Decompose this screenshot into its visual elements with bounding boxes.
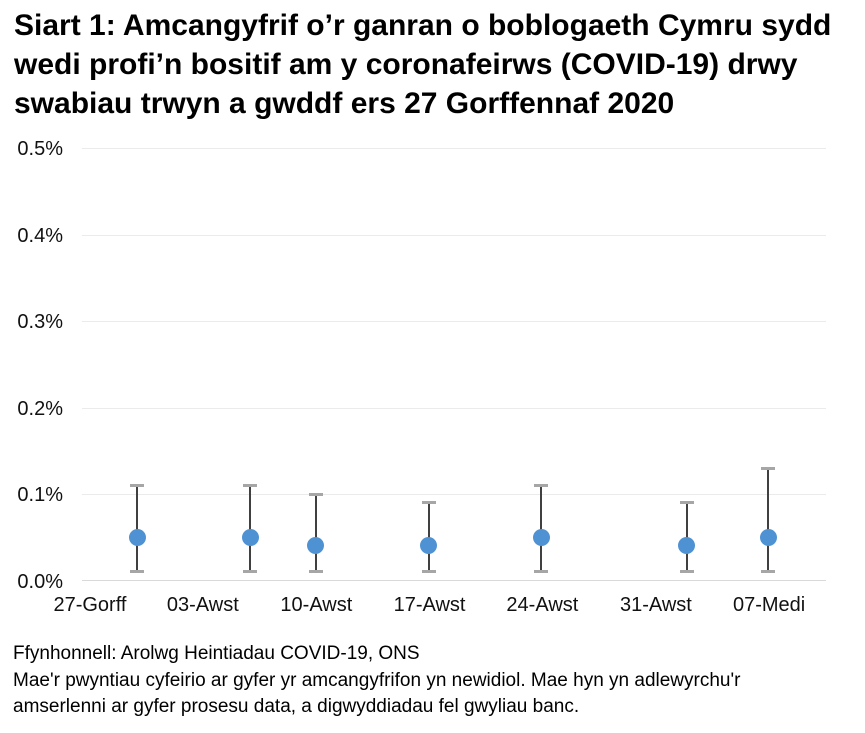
data-point-27-Gorff: [128, 528, 146, 546]
chart-title: Siart 1: Amcangyfrif o’r ganran o boblog…: [14, 6, 862, 123]
plot-area: [82, 148, 826, 581]
error-bar-cap-top: [130, 483, 145, 487]
y-tick-label: 0.1%: [17, 484, 63, 506]
x-tick-label: 27-Gorff: [53, 594, 127, 616]
chart-footer: Ffynhonnell: Arolwg Heintiadau COVID-19,…: [13, 641, 853, 721]
error-bar-stem: [314, 494, 317, 572]
footnote-line-2: amserlenni ar gyfer prosesu data, a digw…: [13, 696, 580, 717]
error-bar-cap-bottom: [130, 570, 145, 574]
data-point-17-Awst: [420, 537, 438, 555]
error-bar-stem: [540, 485, 543, 572]
x-tick-label: 31-Awst: [619, 594, 692, 616]
chart-area: 0.0% 0.1% 0.2% 0.3% 0.4% 0.5% 27-Gorff 03-Awst…: [0, 139, 865, 623]
data-point-31-Awst: [678, 537, 696, 555]
error-bar-cap-bottom: [761, 570, 776, 574]
error-bar-stem: [685, 502, 688, 572]
error-bar-cap-bottom: [308, 570, 323, 574]
data-point-03-Awst: [241, 528, 259, 546]
gridline-0.1%: [82, 494, 826, 495]
x-tick-label: 10-Awst: [280, 594, 353, 616]
chart-title-line-2: wedi profi’n bositif am y coronafeirws (…: [14, 48, 798, 81]
error-bar-stem: [427, 502, 430, 572]
data-point-24-Awst: [532, 528, 550, 546]
error-bar-cap-bottom: [421, 570, 436, 574]
x-tick-label: 17-Awst: [393, 594, 466, 616]
y-tick-label: 0.5%: [17, 138, 63, 160]
footnote-line-1: Mae'r pwyntiau cyfeirio ar gyfer yr amca…: [13, 669, 741, 691]
error-bar-stem: [249, 485, 252, 572]
error-bar-cap-top: [243, 483, 258, 487]
error-bar-stem: [136, 485, 139, 572]
y-tick-label: 0.0%: [17, 570, 63, 593]
data-point-10-Awst: [307, 537, 325, 555]
error-bar-cap-top: [421, 501, 436, 505]
error-bar-cap-bottom: [534, 570, 549, 574]
error-bar-cap-bottom: [243, 570, 258, 574]
error-bar-cap-bottom: [679, 570, 694, 574]
gridline-0.3%: [82, 321, 826, 322]
gridline-0.0%: [82, 579, 826, 581]
y-tick-label: 0.3%: [17, 311, 63, 333]
error-bar-cap-top: [534, 483, 549, 487]
chart-title-line-3: swabiau trwyn a gwddf ers 27 Gorffennaf …: [14, 87, 675, 120]
error-bar-cap-top: [761, 466, 776, 470]
y-tick-label: 0.4%: [17, 224, 63, 247]
error-bar-cap-top: [679, 501, 694, 505]
gridline-0.2%: [82, 407, 826, 409]
x-tick-label: 07-Medi: [732, 594, 806, 616]
x-tick-label: 03-Awst: [166, 594, 239, 616]
gridline-0.4%: [82, 234, 826, 236]
chart-title-line-1: Siart 1: Amcangyfrif o’r ganran o boblog…: [14, 9, 832, 42]
data-point-07-Medi: [759, 528, 777, 546]
y-tick-label: 0.2%: [17, 397, 63, 420]
error-bar-cap-top: [308, 492, 323, 496]
error-bar-stem: [767, 468, 770, 572]
gridline-0.5%: [82, 148, 826, 149]
x-tick-label: 24-Awst: [506, 594, 579, 616]
source-note: Ffynhonnell: Arolwg Heintiadau COVID-19,…: [13, 643, 420, 664]
